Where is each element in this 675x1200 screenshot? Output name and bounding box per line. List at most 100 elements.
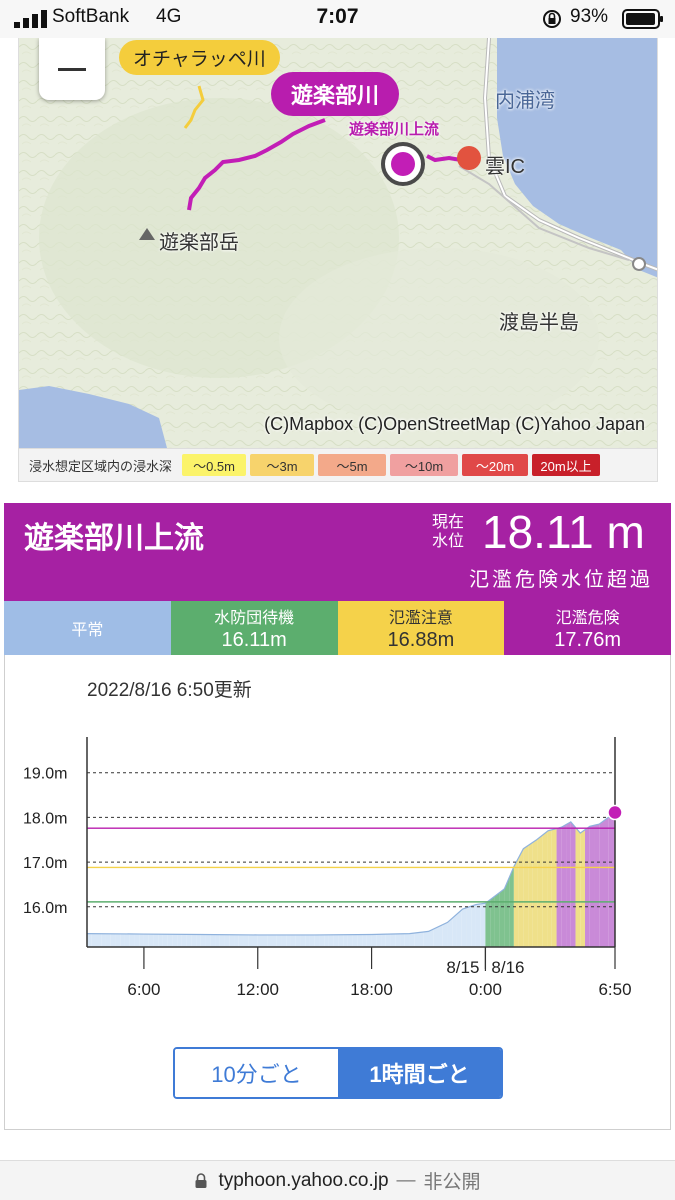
- level-area-segment: [594, 824, 600, 947]
- level-area-segment: [105, 933, 111, 947]
- interval-1hour-button[interactable]: 1時間ごと: [338, 1049, 501, 1097]
- level-status: 氾濫危険水位超過: [469, 569, 653, 591]
- level-area-segment: [608, 813, 614, 947]
- threshold-value: 16.11m: [221, 629, 287, 651]
- level-area-segment: [181, 934, 187, 947]
- map-copyright: (C)Mapbox (C)OpenStreetMap (C)Yahoo Japa…: [264, 414, 645, 434]
- threshold-danger: 氾濫危険 17.76m: [504, 601, 671, 655]
- river-tag-yurappu[interactable]: 遊楽部川: [271, 72, 400, 116]
- current-level-point: [607, 804, 623, 821]
- legend-item: 〜3m: [250, 454, 315, 476]
- level-area-segment: [509, 866, 514, 947]
- x-tick-label: 18:00: [350, 980, 393, 999]
- level-area-segment: [124, 933, 130, 947]
- status-bar: SoftBank 4G 7:07 93%: [0, 0, 675, 38]
- level-area-segment: [290, 934, 296, 947]
- station-marker-selected[interactable]: [379, 140, 429, 190]
- level-area-segment: [177, 934, 182, 947]
- level-area-segment: [490, 896, 495, 947]
- level-area-segment: [475, 903, 481, 947]
- flood-depth-legend: 浸水想定区域内の浸水深 〜0.5m 〜3m 〜5m 〜10m 〜20m 20m以…: [18, 448, 658, 482]
- x-tick-label: 6:00: [127, 980, 160, 999]
- interval-toggle[interactable]: 10分ごと 1時間ごと: [173, 1047, 503, 1099]
- level-area-segment: [466, 906, 472, 947]
- level-area-segment: [186, 934, 192, 947]
- level-area-segment: [276, 934, 282, 947]
- station-marker-other[interactable]: [455, 144, 483, 172]
- minus-icon: [58, 67, 86, 71]
- orientation-lock-icon: [543, 10, 561, 28]
- level-area-segment: [262, 934, 268, 947]
- threshold-value: 17.76m: [554, 629, 621, 651]
- legend-item: 20m以上: [532, 454, 601, 476]
- station-map-label[interactable]: 遊楽部川上流: [349, 121, 440, 138]
- threshold-standby: 水防団待機 16.11m: [170, 601, 338, 655]
- level-area-segment: [205, 934, 211, 947]
- level-area-segment: [267, 934, 272, 947]
- level-area-segment: [442, 922, 448, 947]
- level-area-segment: [494, 892, 500, 947]
- level-area-segment: [347, 934, 353, 947]
- threshold-label: 氾濫危険: [555, 610, 620, 627]
- level-area-segment: [585, 826, 590, 947]
- level-area-segment: [158, 934, 163, 947]
- peak-label: 遊楽部岳: [159, 232, 239, 254]
- level-area-segment: [603, 817, 609, 947]
- x-tick-label: 0:00: [469, 980, 502, 999]
- level-area-segment: [542, 831, 548, 947]
- level-area-segment: [414, 932, 420, 947]
- river-tag-ocharappe[interactable]: オチャラッペ川: [119, 40, 280, 75]
- level-area-segment: [381, 934, 386, 947]
- level-area-segment: [271, 934, 277, 947]
- level-area-segment: [461, 907, 467, 947]
- level-area-segment: [599, 820, 604, 947]
- level-line: [86, 812, 616, 936]
- level-area-segment: [419, 931, 424, 947]
- level-area-segment: [238, 934, 244, 947]
- level-area-segment: [404, 933, 410, 947]
- level-area-segment: [101, 933, 106, 947]
- level-area-segment: [357, 934, 363, 947]
- level-area-segment: [390, 933, 396, 947]
- level-area-segment: [504, 877, 510, 947]
- battery-icon: [622, 9, 663, 29]
- level-area-segment: [139, 934, 144, 947]
- level-area-segment: [96, 933, 102, 947]
- level-area-segment: [253, 934, 258, 947]
- level-area-segment: [295, 934, 301, 947]
- threshold-normal: 平常: [4, 601, 171, 655]
- interval-10min-button[interactable]: 10分ごと: [175, 1049, 338, 1097]
- level-area-segment: [447, 918, 453, 947]
- level-area-segment: [570, 821, 576, 947]
- level-area-segment: [134, 933, 140, 947]
- level-area-segment: [162, 934, 168, 947]
- level-area-segment: [191, 934, 197, 947]
- browser-url-bar[interactable]: typhoon.yahoo.co.jp — 非公開: [0, 1160, 675, 1200]
- level-area-segment: [120, 933, 125, 947]
- legend-title: 浸水想定区域内の浸水深: [29, 458, 173, 474]
- level-area-segment: [309, 934, 315, 947]
- zoom-out-button[interactable]: [39, 38, 105, 100]
- level-area-segment: [523, 845, 529, 947]
- level-area-segment: [234, 934, 239, 947]
- level-area-segment: [219, 934, 225, 947]
- legend-item: 〜10m: [390, 454, 459, 476]
- carrier-name: SoftBank: [52, 6, 130, 27]
- level-area-segment: [328, 934, 334, 947]
- level-area-segment: [371, 934, 377, 947]
- threshold-caution: 氾濫注意 16.88m: [337, 601, 505, 655]
- level-area-segment: [167, 934, 173, 947]
- level-area-segment: [589, 825, 595, 947]
- level-area-segment: [210, 934, 216, 947]
- level-area-segment: [305, 934, 310, 947]
- level-area-segment: [224, 934, 230, 947]
- level-area-segment: [243, 934, 249, 947]
- river-map[interactable]: オチャラッペ川 遊楽部川 遊楽部川上流 内浦湾 雲IC 遊楽部岳 渡島半島 (C…: [18, 38, 658, 448]
- legend-item: 〜0.5m: [182, 454, 247, 476]
- level-area-segment: [400, 933, 405, 947]
- level-area-segment: [423, 931, 429, 947]
- level-area-segment: [561, 824, 567, 947]
- level-area-segment: [352, 934, 358, 947]
- level-area-segment: [437, 924, 443, 947]
- level-area-segment: [428, 929, 434, 947]
